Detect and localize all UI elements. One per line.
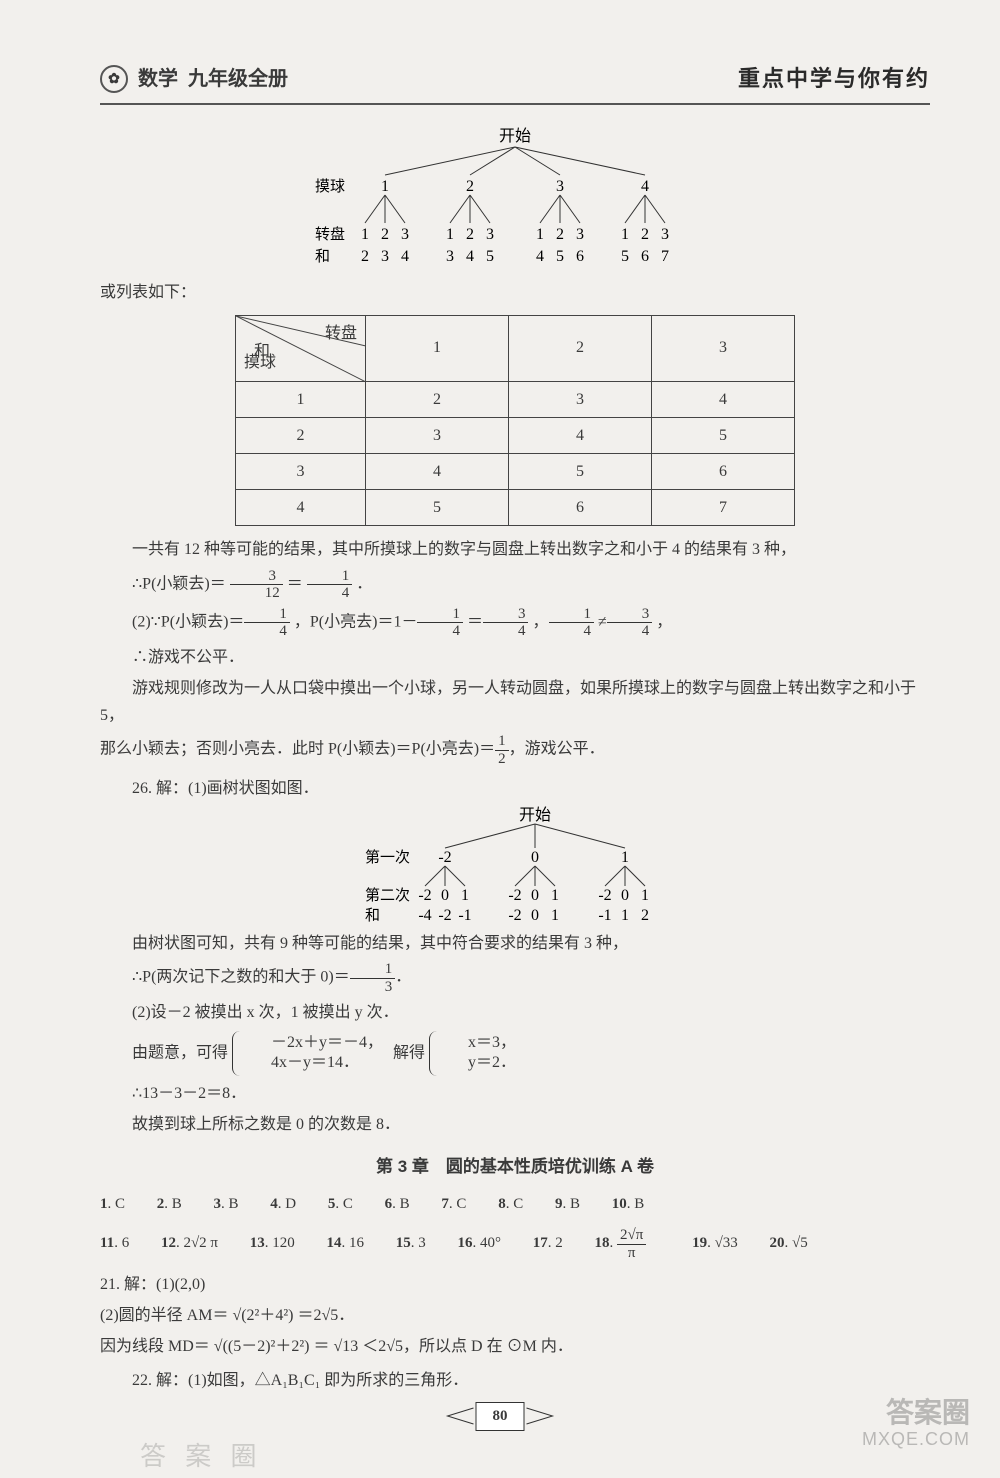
svg-text:-2: -2 (508, 907, 521, 924)
para: ∴P(小颖去)＝ 312 ＝ 14 ． (100, 568, 930, 602)
svg-text:-1: -1 (598, 907, 611, 924)
svg-text:2: 2 (466, 226, 474, 243)
svg-text:2: 2 (466, 178, 474, 195)
svg-text:0: 0 (531, 907, 539, 924)
q26: 26. 解：(1)画树状图如图． (100, 775, 930, 802)
svg-text:1: 1 (381, 178, 389, 195)
page-header: ✿ 数学 九年级全册 重点中学与你有约 (100, 60, 930, 105)
svg-text:开始: 开始 (519, 806, 551, 824)
table-diag-header: 转盘 和 摸球 (236, 315, 366, 381)
svg-text:0: 0 (531, 887, 539, 904)
svg-text:和: 和 (365, 907, 380, 924)
tree-diagram-2: 开始 第一次 -2 0 1 第二次 -201 -201 -201 和 -4-2-… (305, 806, 725, 926)
svg-text:摸球: 摸球 (315, 178, 345, 195)
svg-text:1: 1 (641, 887, 649, 904)
svg-text:-2: -2 (508, 887, 521, 904)
svg-text:7: 7 (661, 248, 669, 265)
para: 由树状图可知，共有 9 种等可能的结果，其中符合要求的结果有 3 种， (100, 930, 930, 957)
table-row: 1234 (236, 381, 795, 417)
svg-text:-2: -2 (598, 887, 611, 904)
para: 由题意，可得 －2x＋y＝－4， 4x－y＝14． 解得 x＝3， y＝2． (100, 1031, 930, 1077)
q21c: 因为线段 MD＝ √((5－2)²＋2²) ＝ √13 ＜2√5，所以点 D 在… (100, 1333, 930, 1360)
svg-text:3: 3 (486, 226, 494, 243)
svg-text:2: 2 (556, 226, 564, 243)
svg-text:3: 3 (446, 248, 454, 265)
svg-text:4: 4 (641, 178, 649, 195)
svg-text:第一次: 第一次 (365, 848, 410, 866)
logo-icon: ✿ (100, 65, 128, 93)
svg-text:3: 3 (556, 178, 564, 195)
table-row: 3456 (236, 453, 795, 489)
probability-table: 转盘 和 摸球 1 2 3 1234 2345 3456 4567 (235, 315, 795, 527)
svg-text:0: 0 (621, 887, 629, 904)
svg-text:0: 0 (531, 849, 539, 866)
header-right: 重点中学与你有约 (738, 60, 930, 97)
svg-text:3: 3 (576, 226, 584, 243)
svg-text:1: 1 (446, 226, 454, 243)
svg-text:5: 5 (621, 248, 629, 265)
para: 一共有 12 种等可能的结果，其中所摸球上的数字与圆盘上转出数字之和小于 4 的… (100, 536, 930, 563)
svg-text:6: 6 (576, 248, 584, 265)
svg-text:6: 6 (641, 248, 649, 265)
header-left: ✿ 数学 九年级全册 (100, 62, 288, 96)
q22: 22. 解：(1)如图，△A₁B₁C₁ 即为所求的三角形． (100, 1367, 930, 1394)
svg-text:2: 2 (641, 226, 649, 243)
svg-text:1: 1 (621, 226, 629, 243)
svg-text:1: 1 (551, 887, 559, 904)
para: ∴游戏不公平． (100, 644, 930, 671)
mc-answers: 1. C 2. B 3. B 4. D 5. C 6. B 7. C 8. C … (100, 1192, 930, 1218)
svg-text:第二次: 第二次 (365, 886, 410, 904)
svg-text:4: 4 (401, 248, 409, 265)
para: 故摸到球上所标之数是 0 的次数是 8． (100, 1111, 930, 1138)
svg-text:-2: -2 (438, 849, 451, 866)
table-row: 4567 (236, 490, 795, 526)
section-title: 第 3 章 圆的基本性质培优训练 A 卷 (100, 1153, 930, 1182)
para: ∴13－3－2＝8． (100, 1080, 930, 1107)
para: (2)设－2 被摸出 x 次，1 被摸出 y 次． (100, 999, 930, 1026)
page-number: 80 (446, 1402, 555, 1432)
list-intro: 或列表如下： (100, 279, 930, 306)
fillblank-answers: 11. 6 12. 2√2 π 13. 120 14. 16 15. 3 16.… (100, 1227, 930, 1261)
svg-text:1: 1 (621, 907, 629, 924)
svg-text:2: 2 (641, 907, 649, 924)
table-row: 2345 (236, 417, 795, 453)
svg-text:-2: -2 (418, 887, 431, 904)
para: 那么小颖去；否则小亮去．此时 P(小颖去)＝P(小亮去)＝12，游戏公平． (100, 733, 930, 767)
q21a: 21. 解：(1)(2,0) (100, 1271, 930, 1298)
svg-text:1: 1 (536, 226, 544, 243)
svg-text:-4: -4 (418, 907, 431, 924)
para: (2)∵P(小颖去)＝14 ，P(小亮去)＝1－14 ＝34 ，14 ≠34 ， (100, 606, 930, 640)
q21b: (2)圆的半径 AM＝ √(2²＋4²) ＝2√5． (100, 1302, 930, 1329)
svg-text:3: 3 (381, 248, 389, 265)
svg-text:2: 2 (381, 226, 389, 243)
svg-text:开始: 开始 (499, 127, 531, 145)
grade: 九年级全册 (188, 62, 288, 96)
subject: 数学 (138, 62, 178, 96)
svg-text:4: 4 (536, 248, 544, 265)
svg-text:5: 5 (556, 248, 564, 265)
faint-stamp: 答 案 圈 (140, 1434, 930, 1478)
svg-text:和: 和 (315, 248, 330, 265)
svg-text:4: 4 (466, 248, 474, 265)
svg-text:1: 1 (621, 849, 629, 866)
svg-text:0: 0 (441, 887, 449, 904)
tree-diagram-1: 开始 摸球 1 2 3 4 转盘 1 2 3 1 2 3 1 2 3 1 2 3… (255, 125, 775, 275)
svg-text:1: 1 (361, 226, 369, 243)
svg-text:1: 1 (551, 907, 559, 924)
svg-text:3: 3 (661, 226, 669, 243)
table-col: 2 (509, 315, 652, 381)
watermark: 答案圈 MXQE.COM (862, 1396, 970, 1451)
svg-text:3: 3 (401, 226, 409, 243)
svg-text:2: 2 (361, 248, 369, 265)
table-col: 3 (652, 315, 795, 381)
para: 游戏规则修改为一人从口袋中摸出一个小球，另一人转动圆盘，如果所摸球上的数字与圆盘… (100, 675, 930, 729)
svg-text:5: 5 (486, 248, 494, 265)
svg-text:转盘: 转盘 (315, 225, 345, 243)
table-col: 1 (366, 315, 509, 381)
para: ∴P(两次记下之数的和大于 0)＝13． (100, 961, 930, 995)
svg-text:-1: -1 (458, 907, 471, 924)
svg-text:-2: -2 (438, 907, 451, 924)
svg-text:1: 1 (461, 887, 469, 904)
